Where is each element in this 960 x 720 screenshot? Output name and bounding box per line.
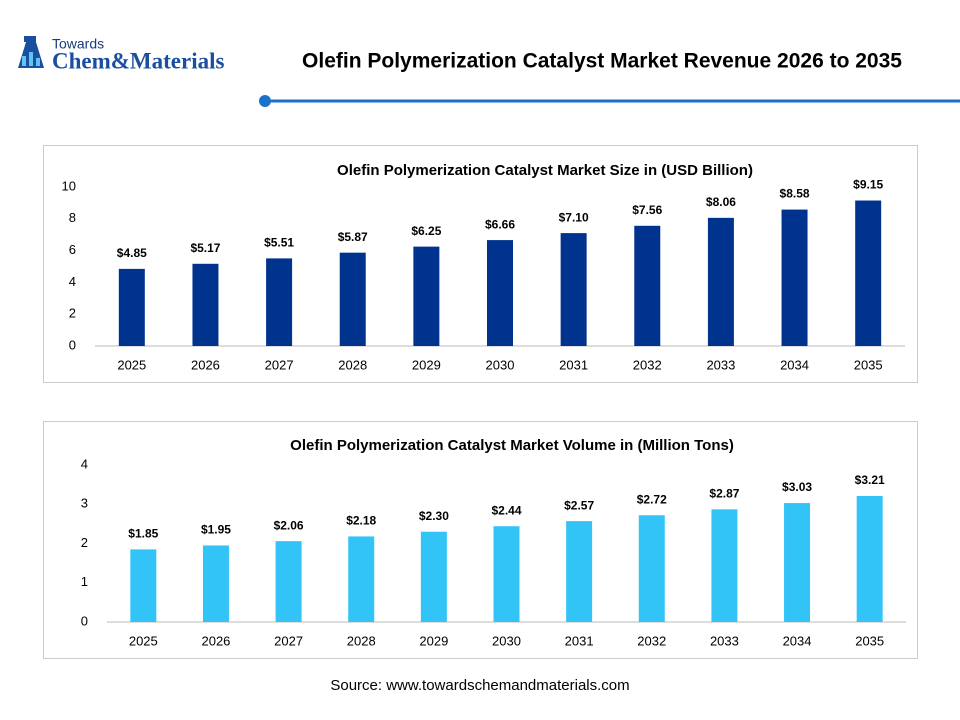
data-label: $7.56 [632, 203, 662, 217]
y-tick-label: 4 [81, 456, 88, 471]
data-label: $2.72 [637, 492, 667, 506]
chart-title: Olefin Polymerization Catalyst Market Si… [337, 162, 753, 179]
logo-icon [18, 36, 44, 68]
bar [566, 521, 593, 622]
x-tick-label: 2026 [191, 357, 220, 372]
data-label: $5.17 [190, 241, 220, 255]
x-tick-label: 2025 [129, 633, 158, 648]
data-label: $8.06 [706, 195, 736, 209]
data-label: $9.15 [853, 178, 883, 192]
data-label: $6.66 [485, 217, 515, 231]
y-tick-label: 0 [69, 337, 76, 352]
x-tick-label: 2035 [854, 357, 883, 372]
data-label: $5.51 [264, 236, 294, 250]
bar [707, 217, 734, 346]
chart-title: Olefin Polymerization Catalyst Market Vo… [290, 437, 734, 454]
bar [192, 263, 219, 346]
title-dot [259, 95, 271, 107]
bar [202, 545, 229, 622]
bar [118, 268, 145, 346]
bar [487, 240, 513, 346]
data-label: $1.95 [201, 523, 231, 537]
data-label: $7.10 [559, 210, 589, 224]
x-tick-label: 2028 [338, 357, 367, 372]
data-label: $4.85 [117, 246, 147, 260]
source: Source: www.towardschemandmaterials.com [330, 677, 629, 694]
data-label: $2.30 [419, 509, 449, 523]
data-label: $2.06 [274, 518, 304, 532]
x-tick-label: 2029 [412, 357, 441, 372]
x-tick-label: 2026 [201, 633, 230, 648]
y-tick-label: 10 [62, 178, 76, 193]
y-tick-label: 4 [69, 274, 76, 289]
y-tick-label: 6 [69, 242, 76, 257]
data-label: $2.87 [709, 487, 739, 501]
data-label: $8.58 [780, 187, 810, 201]
x-tick-label: 2034 [780, 357, 809, 372]
x-tick-label: 2029 [419, 633, 448, 648]
y-tick-label: 0 [81, 613, 88, 628]
y-tick-label: 3 [81, 496, 88, 511]
bar [413, 246, 440, 346]
data-label: $1.85 [128, 527, 158, 541]
bar [711, 509, 738, 622]
x-tick-label: 2027 [274, 633, 303, 648]
bar [275, 541, 302, 622]
x-tick-label: 2032 [633, 357, 662, 372]
x-tick-label: 2035 [855, 633, 884, 648]
x-tick-label: 2025 [117, 357, 146, 372]
x-tick-label: 2031 [559, 357, 588, 372]
data-label: $2.18 [346, 514, 376, 528]
page-title: Olefin Polymerization Catalyst Market Re… [302, 50, 902, 73]
bar [634, 225, 661, 346]
bar [266, 258, 293, 346]
y-tick-label: 2 [81, 535, 88, 550]
bar [130, 549, 157, 622]
x-tick-label: 2028 [347, 633, 376, 648]
x-tick-label: 2033 [706, 357, 735, 372]
bar [493, 526, 520, 622]
data-label: $2.44 [491, 503, 521, 517]
bar [339, 252, 366, 346]
data-label: $2.57 [564, 498, 594, 512]
logo-top: Towards [52, 36, 104, 52]
x-tick-label: 2031 [565, 633, 594, 648]
y-tick-label: 2 [69, 306, 76, 321]
bar [560, 233, 587, 346]
chart-frame [43, 421, 918, 659]
y-tick-label: 8 [69, 210, 76, 225]
x-tick-label: 2033 [710, 633, 739, 648]
y-tick-label: 1 [81, 574, 88, 589]
data-label: $6.25 [411, 224, 441, 238]
chart-frame [43, 145, 918, 383]
bar [638, 515, 665, 622]
data-label: $3.03 [782, 480, 812, 494]
data-label: $5.87 [338, 230, 368, 244]
bar [420, 531, 447, 622]
x-tick-label: 2034 [783, 633, 812, 648]
x-tick-label: 2032 [637, 633, 666, 648]
x-tick-label: 2027 [265, 357, 294, 372]
bar [348, 536, 375, 622]
bar [784, 503, 811, 622]
x-tick-label: 2030 [492, 633, 521, 648]
bar [856, 496, 883, 622]
bar [781, 209, 808, 346]
bar [855, 200, 882, 346]
data-label: $3.21 [855, 473, 885, 487]
x-tick-label: 2030 [486, 357, 515, 372]
logo-main: Chem&Materials [52, 48, 224, 73]
